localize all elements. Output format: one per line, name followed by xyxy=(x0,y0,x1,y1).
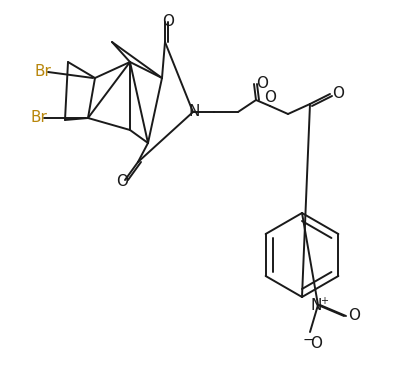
Text: O: O xyxy=(264,91,276,105)
Text: O: O xyxy=(310,337,322,352)
Text: O: O xyxy=(116,174,128,189)
Text: N: N xyxy=(188,105,200,120)
Text: O: O xyxy=(348,309,360,323)
Text: O: O xyxy=(162,15,174,29)
Text: −: − xyxy=(302,333,314,347)
Text: Br: Br xyxy=(30,110,47,126)
Text: Br: Br xyxy=(34,65,51,80)
Text: +: + xyxy=(320,296,328,306)
Text: O: O xyxy=(256,76,268,91)
Text: O: O xyxy=(332,87,344,102)
Text: N: N xyxy=(310,298,322,312)
